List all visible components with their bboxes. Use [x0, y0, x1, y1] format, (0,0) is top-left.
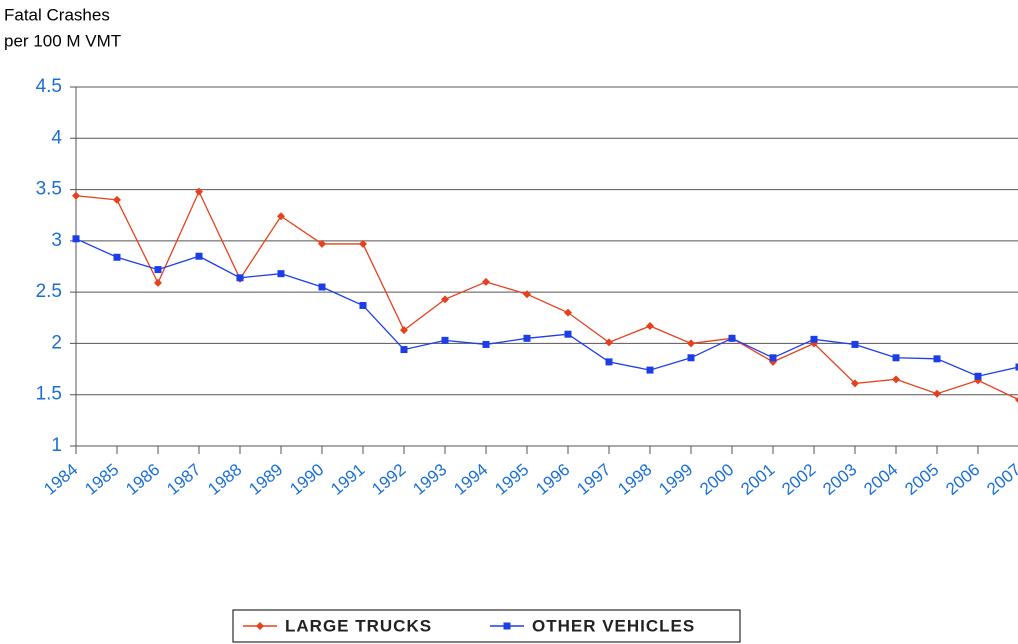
- data-point: [892, 354, 900, 362]
- data-point: [195, 252, 203, 260]
- data-point: [974, 372, 982, 380]
- y-axis-label: per 100 M VMT: [4, 31, 121, 50]
- data-point: [482, 277, 490, 286]
- data-point: [892, 375, 900, 384]
- x-tick-label: 1992: [368, 460, 409, 499]
- x-tick-label: 1995: [491, 460, 532, 499]
- data-point: [564, 330, 572, 338]
- data-point: [113, 195, 121, 204]
- data-point: [851, 379, 859, 388]
- legend-box: [232, 609, 741, 643]
- x-tick-label: 1991: [327, 460, 368, 499]
- x-tick-label: 2004: [860, 460, 901, 499]
- x-tick-label: 1994: [450, 460, 491, 499]
- data-point: [154, 278, 162, 287]
- y-tick-label: 2.5: [36, 281, 62, 302]
- x-tick-label: 1985: [81, 460, 122, 499]
- data-point: [400, 346, 408, 354]
- legend-label: LARGE TRUCKS: [285, 616, 432, 635]
- data-point: [1015, 396, 1018, 403]
- legend-label: OTHER VEHICLES: [532, 616, 695, 635]
- data-point: [113, 253, 121, 261]
- y-tick-label: 1: [51, 435, 62, 456]
- x-tick-label: 1996: [532, 460, 573, 499]
- x-tick-label: 1984: [40, 460, 81, 499]
- data-point: [523, 334, 531, 342]
- x-tick-label: 2006: [942, 460, 983, 499]
- x-tick-label: 1986: [122, 460, 163, 499]
- data-point: [1015, 363, 1018, 371]
- data-point: [359, 301, 367, 309]
- data-point: [687, 339, 695, 348]
- data-point: [933, 389, 941, 398]
- data-point: [72, 191, 80, 200]
- y-tick-label: 3: [51, 230, 62, 251]
- data-point: [318, 283, 326, 291]
- data-point: [687, 354, 695, 362]
- legend-marker: [256, 622, 264, 630]
- data-point: [728, 334, 736, 342]
- series-line: [75, 238, 1018, 377]
- data-point: [605, 338, 613, 347]
- data-point: [933, 355, 941, 363]
- y-tick-label: 4: [51, 127, 62, 148]
- data-point: [277, 270, 285, 278]
- data-point: [72, 235, 80, 243]
- x-tick-label: 1998: [614, 460, 655, 499]
- data-point: [400, 326, 408, 335]
- data-point: [646, 321, 654, 330]
- data-point: [482, 340, 490, 348]
- series-line: [75, 190, 1018, 401]
- y-tick-label: 3.5: [36, 179, 62, 200]
- x-tick-label: 1990: [286, 460, 327, 499]
- x-tick-label: 1987: [163, 460, 204, 499]
- x-tick-label: 1999: [655, 460, 696, 499]
- y-tick-label: 1.5: [36, 384, 62, 405]
- x-tick-label: 2003: [819, 460, 860, 499]
- legend-marker: [503, 622, 511, 630]
- x-tick-label: 1997: [573, 460, 614, 499]
- data-point: [277, 212, 285, 221]
- data-point: [564, 308, 572, 317]
- data-point: [441, 336, 449, 344]
- x-tick-label: 2001: [737, 460, 778, 499]
- data-point: [441, 295, 449, 304]
- x-tick-label: 2002: [778, 460, 819, 499]
- x-tick-label: 1988: [204, 460, 245, 499]
- x-tick-label: 1989: [245, 460, 286, 499]
- x-tick-label: 1993: [409, 460, 450, 499]
- data-point: [154, 266, 162, 274]
- data-point: [359, 239, 367, 248]
- data-point: [523, 290, 531, 299]
- y-axis-label: Fatal Crashes: [4, 5, 110, 24]
- x-tick-label: 2005: [901, 460, 942, 499]
- x-tick-label: 2000: [696, 460, 737, 499]
- x-tick-label: 2007: [983, 460, 1018, 499]
- data-point: [318, 239, 326, 248]
- data-point: [236, 274, 244, 282]
- data-point: [810, 335, 818, 343]
- y-tick-label: 2: [51, 332, 62, 353]
- y-tick-label: 4.5: [36, 76, 62, 97]
- data-point: [605, 358, 613, 366]
- data-point: [769, 354, 777, 362]
- data-point: [851, 340, 859, 348]
- data-point: [195, 187, 203, 196]
- data-point: [646, 366, 654, 374]
